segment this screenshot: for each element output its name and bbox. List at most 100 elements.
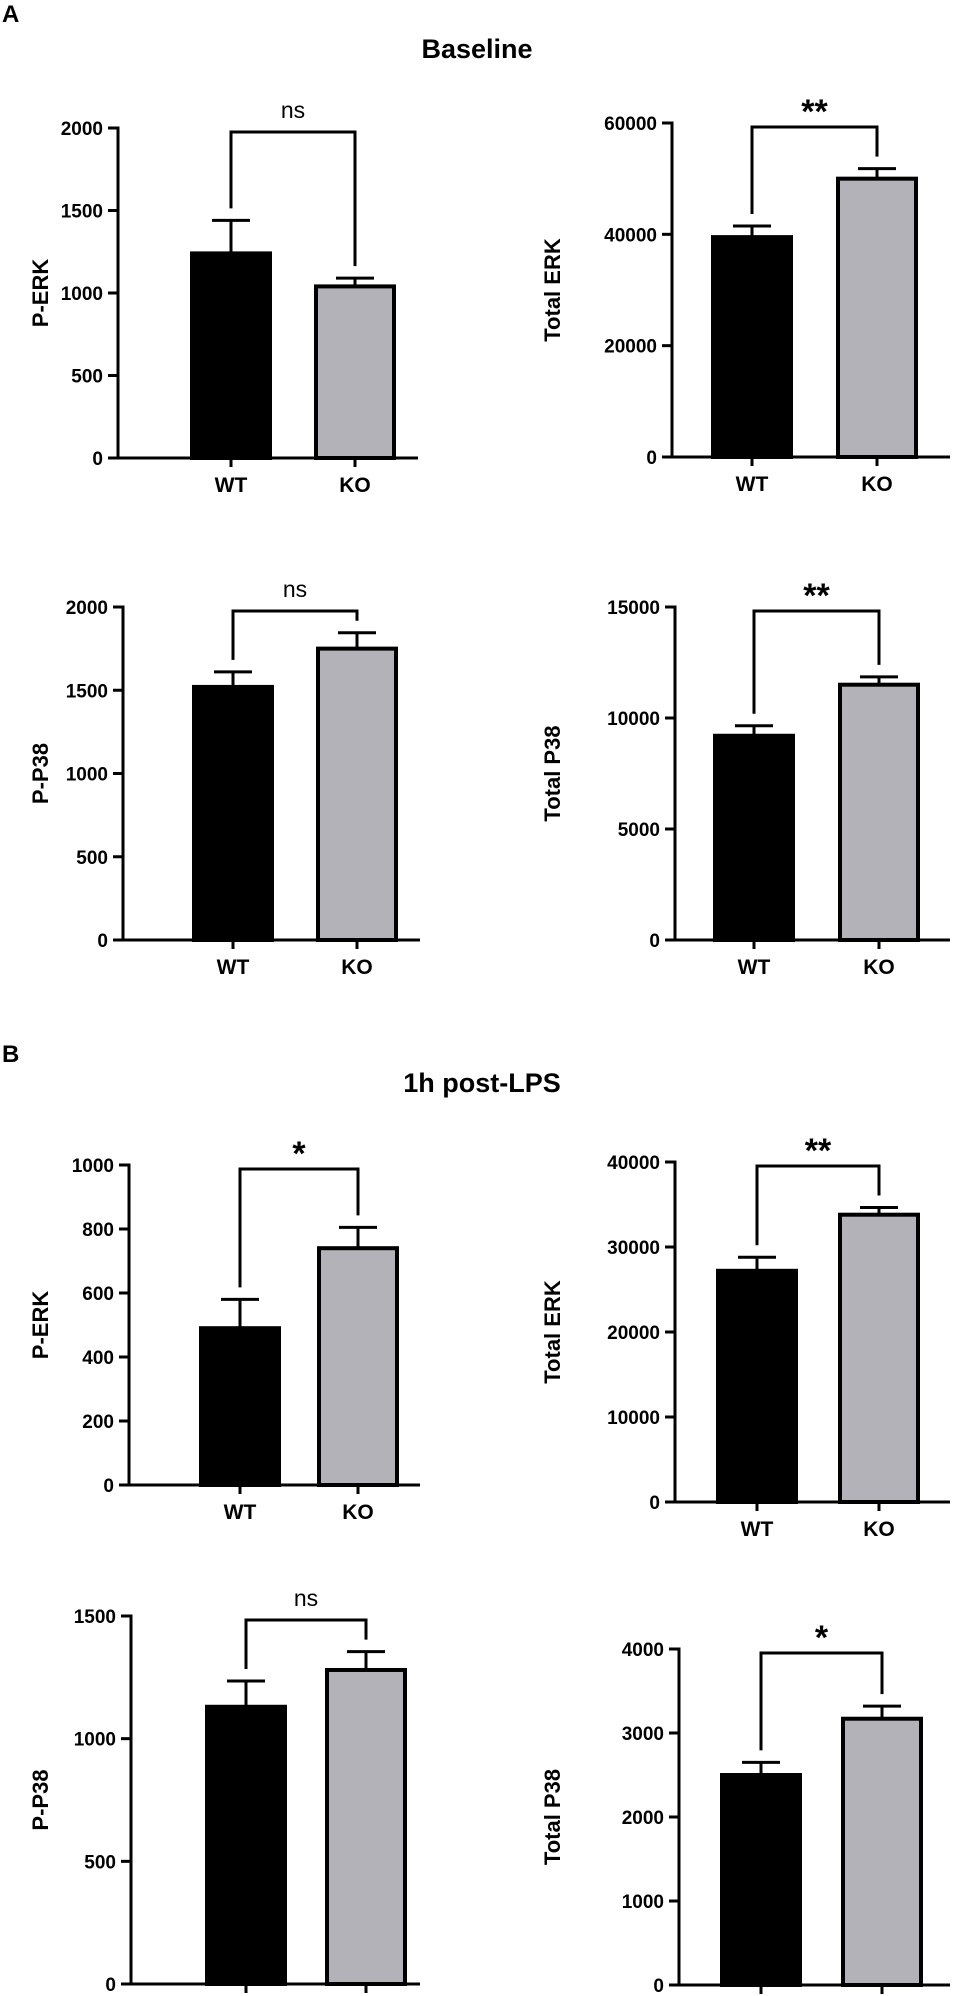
y-tick-label: 0 [646, 448, 657, 469]
y-tick-label: 10000 [607, 1408, 660, 1429]
bar-ko [316, 646, 398, 942]
panel-label-b: B [2, 1041, 19, 1068]
significance-bracket [755, 1164, 881, 1246]
bar-ko [841, 1716, 923, 1987]
significance-label: * [815, 1619, 829, 1657]
significance-bracket [238, 1167, 360, 1288]
y-tick-label: 1000 [74, 1730, 116, 1751]
section-title-post-lps: 1h post-LPS [403, 1068, 561, 1098]
significance-label: ** [803, 577, 830, 615]
bar-wt [713, 733, 795, 943]
y-tick-label: 0 [653, 1976, 664, 1996]
y-tick-label: 400 [82, 1348, 114, 1369]
y-tick-label: 2000 [66, 598, 108, 619]
bar-ko [838, 682, 920, 943]
significance-label: ns [283, 576, 307, 602]
bar-wt [711, 235, 793, 459]
bar-wt [205, 1704, 287, 1986]
y-tick-label: 0 [649, 1493, 660, 1514]
y-tick-label: 20000 [604, 337, 657, 358]
significance-bracket [231, 609, 359, 660]
y-tick-label: 1000 [622, 1892, 664, 1913]
bar-wt [190, 251, 272, 460]
significance-bracket [244, 1618, 368, 1670]
x-tick-label-wt: WT [217, 956, 250, 979]
y-axis-title: P-P38 [28, 1769, 53, 1830]
y-tick-label: 40000 [604, 225, 657, 246]
y-axis-title: P-ERK [28, 259, 53, 328]
y-axis-title: Total ERK [540, 238, 565, 342]
y-tick-label: 0 [105, 1975, 116, 1996]
significance-label: ** [801, 93, 828, 131]
bar-wt [199, 1326, 281, 1487]
y-axis-title: Total ERK [540, 1280, 565, 1384]
y-tick-label: 1500 [61, 202, 103, 223]
x-tick-label-ko: KO [339, 474, 371, 497]
x-tick-label-ko: KO [863, 956, 895, 979]
y-tick-label: 1500 [66, 681, 108, 702]
y-tick-label: 4000 [622, 1640, 664, 1661]
chart-a-top-left: WT KO 0 500 1000 1500 2000 P-ERK ns [28, 97, 418, 497]
y-tick-label: 1000 [72, 1156, 114, 1177]
y-tick-label: 800 [82, 1220, 114, 1241]
y-tick-label: 0 [92, 449, 103, 470]
y-axis-title: P-P38 [28, 743, 53, 804]
bar-wt [716, 1268, 798, 1505]
bar-wt [192, 684, 274, 942]
y-tick-label: 0 [103, 1476, 114, 1497]
significance-label: ns [294, 1585, 318, 1611]
x-tick-label-wt: WT [738, 956, 771, 979]
y-tick-label: 200 [82, 1412, 114, 1433]
x-tick-label-ko: KO [861, 473, 893, 496]
bar-wt [720, 1773, 802, 1987]
y-axis-title: Total P38 [540, 725, 565, 821]
significance-bracket [759, 1651, 884, 1751]
y-tick-label: 15000 [607, 598, 660, 619]
y-tick-label: 500 [76, 848, 108, 869]
y-tick-label: 40000 [607, 1153, 660, 1174]
x-tick-label-wt: WT [741, 1518, 774, 1541]
significance-bracket [229, 130, 357, 267]
y-tick-label: 60000 [604, 114, 657, 135]
chart-a-bottom-right: WT KO 0 5000 10000 15000 Total P38 ** [540, 577, 950, 979]
chart-b-top-right: WT KO 0 10000 20000 30000 40000 Total ERK ** [540, 1132, 950, 1541]
significance-bracket [750, 125, 879, 214]
x-tick-label-ko: KO [341, 956, 373, 979]
x-tick-label-wt: WT [215, 474, 248, 497]
y-tick-label: 1000 [66, 765, 108, 786]
significance-label: * [292, 1135, 306, 1173]
y-tick-label: 30000 [607, 1238, 660, 1259]
x-tick-label-ko: KO [342, 1501, 374, 1524]
significance-label: ** [805, 1132, 832, 1170]
bar-ko [836, 176, 918, 460]
chart-b-bottom-right: WTKO01000200030004000Total P38* [540, 1619, 950, 1996]
y-tick-label: 5000 [618, 820, 660, 841]
y-tick-label: 10000 [607, 709, 660, 730]
bar-ko [314, 284, 396, 460]
y-tick-label: 500 [84, 1852, 116, 1873]
y-tick-label: 1500 [74, 1607, 116, 1628]
significance-bracket [752, 609, 881, 714]
y-axis-title: Total P38 [540, 1769, 565, 1865]
y-tick-label: 2000 [622, 1808, 664, 1829]
bar-ko [838, 1212, 920, 1504]
y-tick-label: 3000 [622, 1724, 664, 1745]
x-tick-label-wt: WT [224, 1501, 257, 1524]
y-tick-label: 0 [97, 931, 108, 952]
section-title-baseline: Baseline [421, 34, 532, 64]
y-tick-label: 500 [71, 367, 103, 388]
y-tick-label: 1000 [61, 284, 103, 305]
significance-label: ns [281, 97, 305, 123]
x-tick-label-ko: KO [863, 1518, 895, 1541]
chart-b-top-left: WT KO 0 200 400 600 800 1000 P-ERK * [28, 1135, 420, 1524]
y-tick-label: 0 [649, 931, 660, 952]
panel-label-a: A [2, 1, 19, 28]
y-tick-label: 600 [82, 1284, 114, 1305]
chart-a-top-right: WT KO 0 20000 40000 60000 Total ERK ** [540, 93, 950, 496]
y-axis-title: P-ERK [28, 1291, 53, 1360]
x-tick-label-wt: WT [736, 473, 769, 496]
y-tick-label: 20000 [607, 1323, 660, 1344]
